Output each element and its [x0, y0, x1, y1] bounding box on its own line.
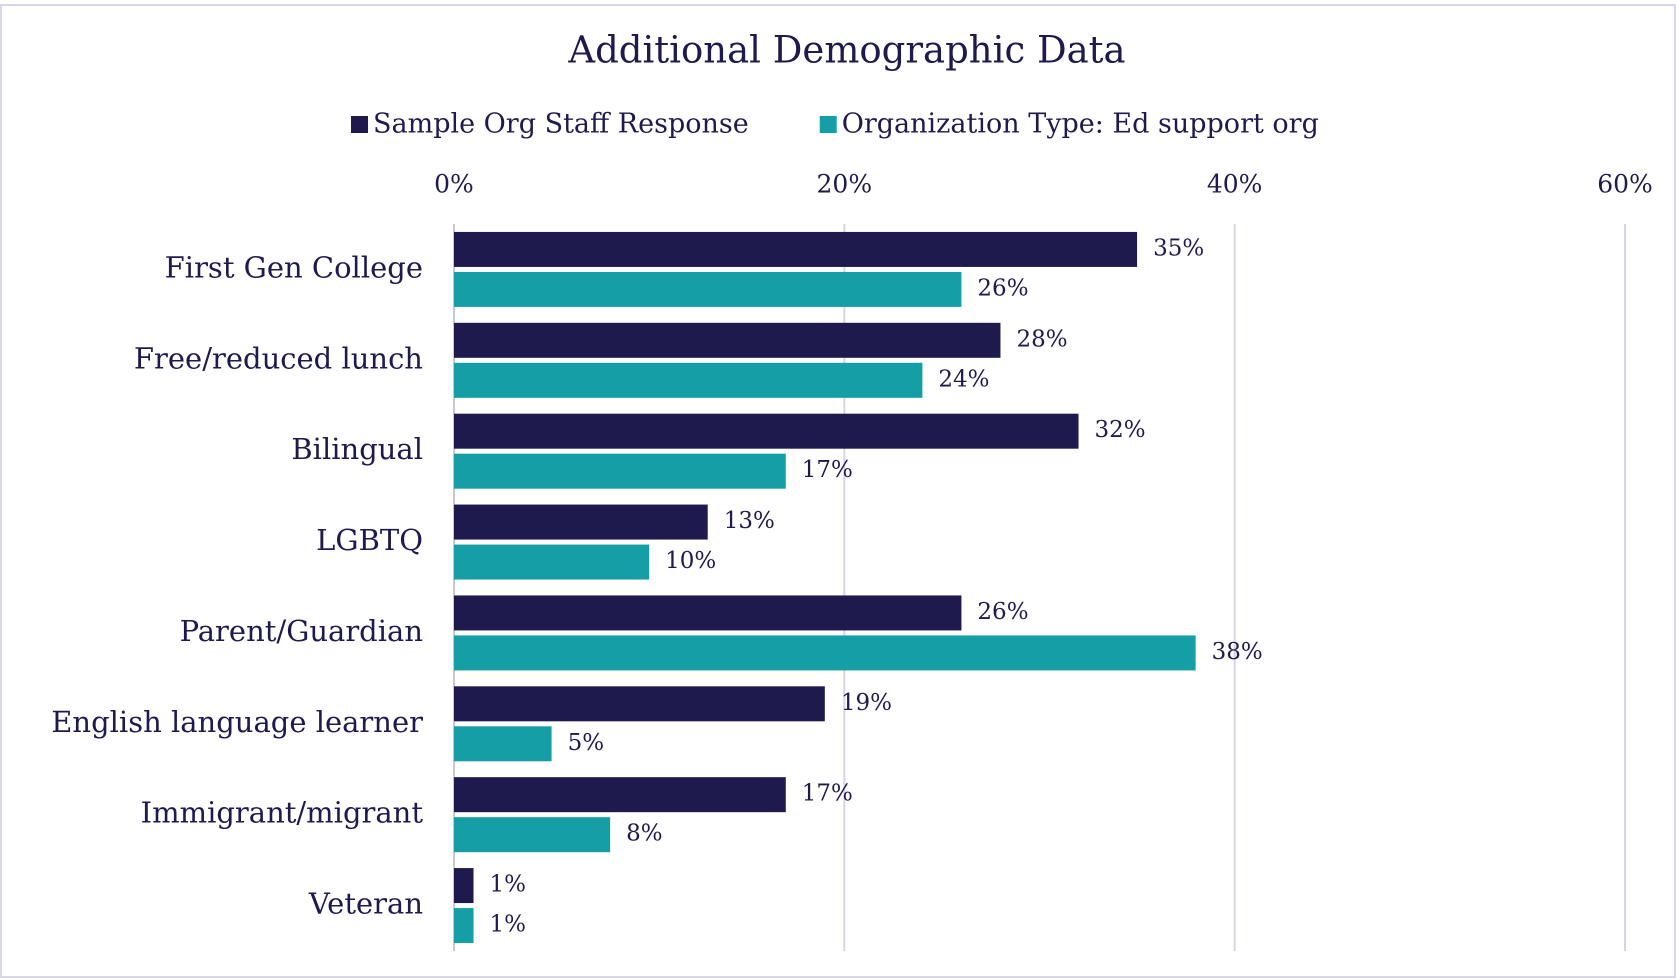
- data-label: 1%: [490, 872, 527, 898]
- data-label: 26%: [977, 599, 1028, 625]
- y-tick-label: Free/reduced lunch: [134, 341, 423, 375]
- data-label: 35%: [1153, 235, 1204, 261]
- bar: [454, 635, 1196, 671]
- bar: [454, 686, 825, 722]
- x-tick-label: 0%: [434, 170, 474, 199]
- x-tick-label: 60%: [1597, 170, 1653, 199]
- bar: [454, 322, 1001, 358]
- x-tick-label: 20%: [817, 170, 873, 199]
- data-label: 28%: [1016, 326, 1067, 352]
- bar: [454, 726, 552, 762]
- data-label: 17%: [802, 457, 853, 483]
- chart-title: Additional Demographic Data: [567, 29, 1125, 72]
- data-label: 1%: [490, 912, 527, 938]
- legend-swatch: [351, 116, 368, 133]
- y-tick-label: Immigrant/migrant: [141, 796, 424, 830]
- legend-label: Organization Type: Ed support org: [842, 109, 1319, 140]
- data-label: 5%: [568, 730, 605, 756]
- bar: [454, 504, 708, 540]
- y-tick-label: LGBTQ: [316, 523, 423, 557]
- data-label: 17%: [802, 781, 853, 807]
- legend-swatch: [819, 116, 837, 133]
- bar: [454, 777, 786, 813]
- y-tick-label: First Gen College: [165, 250, 423, 284]
- data-label: 8%: [626, 821, 663, 847]
- data-label: 26%: [977, 275, 1028, 301]
- y-tick-label: Bilingual: [291, 432, 423, 466]
- bar: [454, 231, 1138, 267]
- bar: [454, 544, 650, 580]
- bar: [454, 817, 611, 853]
- y-tick-label: Parent/Guardian: [180, 614, 423, 648]
- data-label: 19%: [841, 690, 892, 716]
- data-label: 38%: [1212, 639, 1263, 665]
- data-label: 13%: [724, 508, 775, 534]
- bar: [454, 908, 474, 944]
- x-tick-label: 40%: [1207, 170, 1263, 199]
- chart-frame: [0, 4, 1676, 978]
- bar: [454, 595, 962, 631]
- bar: [454, 413, 1079, 449]
- data-label: 32%: [1095, 417, 1146, 443]
- bar: [454, 453, 786, 489]
- bar: [454, 271, 962, 307]
- y-tick-label: English language learner: [51, 705, 423, 739]
- legend-label: Sample Org Staff Response: [373, 109, 749, 140]
- data-label: 24%: [938, 366, 989, 392]
- y-tick-label: Veteran: [308, 887, 423, 921]
- bar: [454, 362, 923, 398]
- data-label: 10%: [665, 548, 716, 574]
- bar: [454, 868, 474, 904]
